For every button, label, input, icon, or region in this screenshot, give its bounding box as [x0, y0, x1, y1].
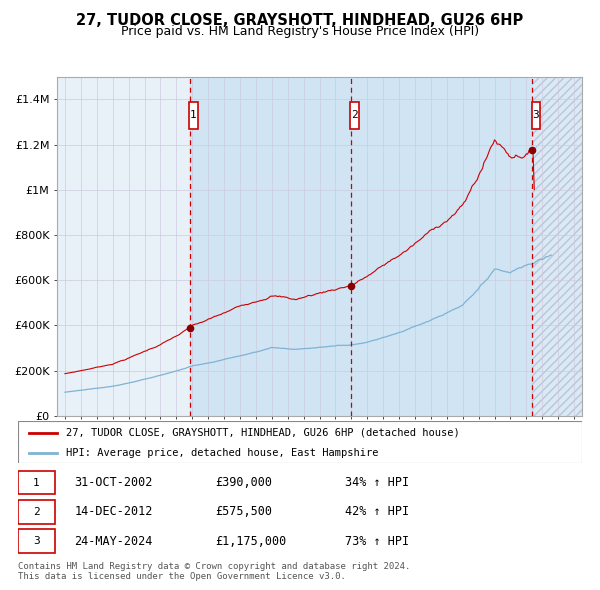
Text: 27, TUDOR CLOSE, GRAYSHOTT, HINDHEAD, GU26 6HP (detached house): 27, TUDOR CLOSE, GRAYSHOTT, HINDHEAD, GU…: [66, 428, 460, 438]
Text: 27, TUDOR CLOSE, GRAYSHOTT, HINDHEAD, GU26 6HP: 27, TUDOR CLOSE, GRAYSHOTT, HINDHEAD, GU…: [76, 13, 524, 28]
Text: 2: 2: [33, 507, 40, 517]
Text: HPI: Average price, detached house, East Hampshire: HPI: Average price, detached house, East…: [66, 448, 379, 457]
Text: 14-DEC-2012: 14-DEC-2012: [74, 505, 153, 519]
Text: £575,500: £575,500: [215, 505, 272, 519]
FancyBboxPatch shape: [18, 421, 582, 463]
FancyBboxPatch shape: [18, 529, 55, 553]
Text: 24-MAY-2024: 24-MAY-2024: [74, 535, 153, 548]
FancyBboxPatch shape: [189, 101, 197, 129]
FancyBboxPatch shape: [18, 471, 55, 494]
Text: £1,175,000: £1,175,000: [215, 535, 287, 548]
Text: 1: 1: [33, 477, 40, 487]
Text: 3: 3: [33, 536, 40, 546]
Text: 1: 1: [190, 110, 197, 120]
Text: 34% ↑ HPI: 34% ↑ HPI: [345, 476, 409, 489]
Text: 42% ↑ HPI: 42% ↑ HPI: [345, 505, 409, 519]
Text: 73% ↑ HPI: 73% ↑ HPI: [345, 535, 409, 548]
Text: 3: 3: [533, 110, 539, 120]
Text: Contains HM Land Registry data © Crown copyright and database right 2024.
This d: Contains HM Land Registry data © Crown c…: [18, 562, 410, 581]
Text: 2: 2: [351, 110, 358, 120]
FancyBboxPatch shape: [350, 101, 359, 129]
FancyBboxPatch shape: [532, 101, 541, 129]
Text: £390,000: £390,000: [215, 476, 272, 489]
Text: Price paid vs. HM Land Registry's House Price Index (HPI): Price paid vs. HM Land Registry's House …: [121, 25, 479, 38]
Text: 31-OCT-2002: 31-OCT-2002: [74, 476, 153, 489]
FancyBboxPatch shape: [18, 500, 55, 524]
